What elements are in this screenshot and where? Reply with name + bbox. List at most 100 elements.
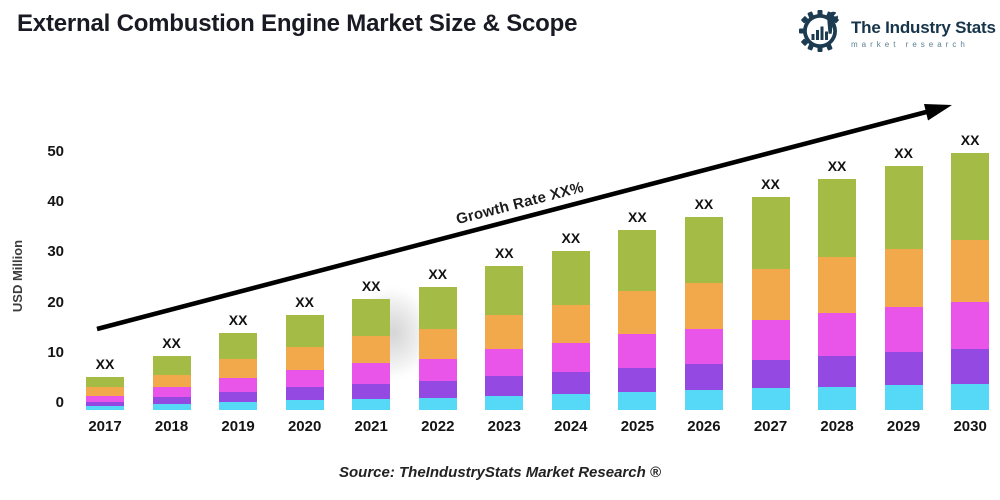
bar-value-label-2017: XX xyxy=(95,355,115,372)
bar-segment-segment-5-green-2021 xyxy=(352,299,391,337)
bar-value-label-2030: XX xyxy=(960,132,980,148)
bar-segment-segment-3-magenta-2028 xyxy=(818,312,857,356)
bar-segment-segment-2-purple-2026 xyxy=(684,364,723,391)
bar-segment-segment-1-cyan-2027 xyxy=(751,388,790,410)
bar-segment-segment-4-orange-2022 xyxy=(418,328,457,359)
x-tick-2025: 2025 xyxy=(620,418,655,435)
brand-logo: The Industry Stats market research xyxy=(796,7,996,60)
x-tick-2026: 2026 xyxy=(687,418,721,435)
bar-segment-segment-2-purple-2025 xyxy=(618,367,657,392)
bar-segment-segment-1-cyan-2024 xyxy=(551,394,590,410)
x-tick-2023: 2023 xyxy=(487,418,521,435)
bar-segment-segment-4-orange-2029 xyxy=(884,248,923,308)
bar-segment-segment-5-green-2017 xyxy=(86,376,124,388)
bar-segment-segment-2-purple-2024 xyxy=(551,372,590,395)
bar-segment-segment-5-green-2018 xyxy=(152,356,191,375)
bar-segment-segment-4-orange-2017 xyxy=(86,387,124,396)
bar-value-label-2028: XX xyxy=(827,157,847,174)
bar-segment-segment-2-purple-2018 xyxy=(152,397,191,405)
bar-segment-segment-4-orange-2024 xyxy=(551,305,590,344)
bar-segment-segment-4-orange-2027 xyxy=(751,268,790,321)
bar-segment-segment-1-cyan-2017 xyxy=(86,406,124,410)
x-tick-2021: 2021 xyxy=(354,418,388,435)
bar-segment-segment-3-magenta-2018 xyxy=(152,387,191,398)
bar-segment-segment-2-purple-2023 xyxy=(485,376,524,396)
bar-segment-segment-3-magenta-2022 xyxy=(418,358,457,382)
bar-segment-segment-4-orange-2019 xyxy=(219,359,258,378)
bar-segment-segment-5-green-2029 xyxy=(884,165,923,249)
bar-segment-segment-5-green-2019 xyxy=(219,332,258,360)
x-tick-2024: 2024 xyxy=(554,418,588,435)
growth-rate-annotation: Growth Rate XX% xyxy=(454,178,586,229)
bar-segment-segment-2-purple-2017 xyxy=(86,401,124,407)
bar-segment-segment-5-green-2026 xyxy=(684,217,723,283)
x-tick-2018: 2018 xyxy=(154,418,189,435)
x-tick-2029: 2029 xyxy=(886,418,921,435)
bar-segment-segment-5-green-2024 xyxy=(551,250,590,306)
bar-segment-segment-4-orange-2023 xyxy=(485,314,524,350)
bar-segment-segment-5-green-2027 xyxy=(751,196,790,269)
bar-segment-segment-5-green-2030 xyxy=(951,153,990,241)
bar-segment-segment-1-cyan-2022 xyxy=(418,397,457,410)
bar-value-label-2023: XX xyxy=(494,245,514,262)
brand-tagline: market research xyxy=(851,40,969,49)
bar-segment-segment-3-magenta-2030 xyxy=(951,302,990,350)
y-axis-title: USD Million xyxy=(10,239,25,313)
bar-segment-segment-2-purple-2030 xyxy=(951,349,990,385)
bar-segment-segment-5-green-2025 xyxy=(618,230,657,292)
bar-segment-segment-1-cyan-2026 xyxy=(684,390,723,410)
x-tick-2017: 2017 xyxy=(88,418,122,435)
bar-segment-segment-2-purple-2028 xyxy=(818,355,857,387)
bar-segment-segment-1-cyan-2023 xyxy=(485,395,524,410)
bar-segment-segment-3-magenta-2026 xyxy=(684,328,723,365)
y-tick-20: 20 xyxy=(47,293,64,311)
bar-segment-segment-2-purple-2029 xyxy=(884,352,923,386)
bar-segment-segment-3-magenta-2023 xyxy=(485,349,524,377)
bar-segment-segment-3-magenta-2029 xyxy=(884,307,923,353)
bar-segment-segment-3-magenta-2027 xyxy=(751,320,790,360)
y-tick-40: 40 xyxy=(47,193,64,211)
source-credit: Source: TheIndustryStats Market Research… xyxy=(339,464,661,481)
bar-segment-segment-3-magenta-2024 xyxy=(551,343,590,373)
page-title: External Combustion Engine Market Size &… xyxy=(17,10,578,37)
y-tick-30: 30 xyxy=(47,243,64,261)
bar-segment-segment-3-magenta-2021 xyxy=(352,363,391,384)
x-tick-2020: 2020 xyxy=(287,418,322,435)
bar-segment-segment-5-green-2022 xyxy=(418,286,457,329)
bar-segment-segment-1-cyan-2018 xyxy=(152,404,191,410)
gear-wrench-chart-icon xyxy=(796,7,844,60)
bar-segment-segment-1-cyan-2020 xyxy=(285,400,324,410)
bar-segment-segment-5-green-2023 xyxy=(485,266,524,315)
bar-value-label-2025: XX xyxy=(628,209,647,226)
x-tick-2027: 2027 xyxy=(753,418,788,435)
bar-segment-segment-2-purple-2027 xyxy=(751,359,790,389)
bar-segment-segment-2-purple-2021 xyxy=(352,383,391,399)
bar-segment-segment-4-orange-2030 xyxy=(951,240,990,303)
bar-segment-segment-5-green-2028 xyxy=(818,178,857,258)
bar-segment-segment-3-magenta-2017 xyxy=(86,395,124,402)
bar-segment-segment-4-orange-2021 xyxy=(352,336,391,364)
bar-segment-segment-4-orange-2020 xyxy=(285,347,324,370)
bar-segment-segment-2-purple-2019 xyxy=(219,392,258,403)
x-tick-2028: 2028 xyxy=(820,418,854,435)
bar-segment-segment-4-orange-2018 xyxy=(152,374,191,388)
y-tick-0: 0 xyxy=(55,394,64,411)
bar-value-label-2027: XX xyxy=(761,175,780,192)
bar-value-label-2022: XX xyxy=(428,265,448,282)
bar-value-label-2026: XX xyxy=(694,196,714,213)
bar-value-label-2024: XX xyxy=(561,229,581,246)
bar-segment-segment-1-cyan-2019 xyxy=(219,402,258,410)
bar-value-label-2029: XX xyxy=(894,144,913,161)
bar-segment-segment-1-cyan-2029 xyxy=(884,385,923,410)
bar-segment-segment-2-purple-2022 xyxy=(418,381,457,398)
bar-segment-segment-2-purple-2020 xyxy=(285,387,324,401)
bar-segment-segment-5-green-2020 xyxy=(285,314,324,348)
bar-segment-segment-1-cyan-2025 xyxy=(618,392,657,410)
bar-segment-segment-1-cyan-2030 xyxy=(951,384,990,410)
bar-value-label-2019: XX xyxy=(228,311,248,328)
bar-segment-segment-4-orange-2026 xyxy=(684,282,723,329)
bar-value-label-2021: XX xyxy=(361,278,381,295)
x-tick-2030: 2030 xyxy=(953,418,987,435)
